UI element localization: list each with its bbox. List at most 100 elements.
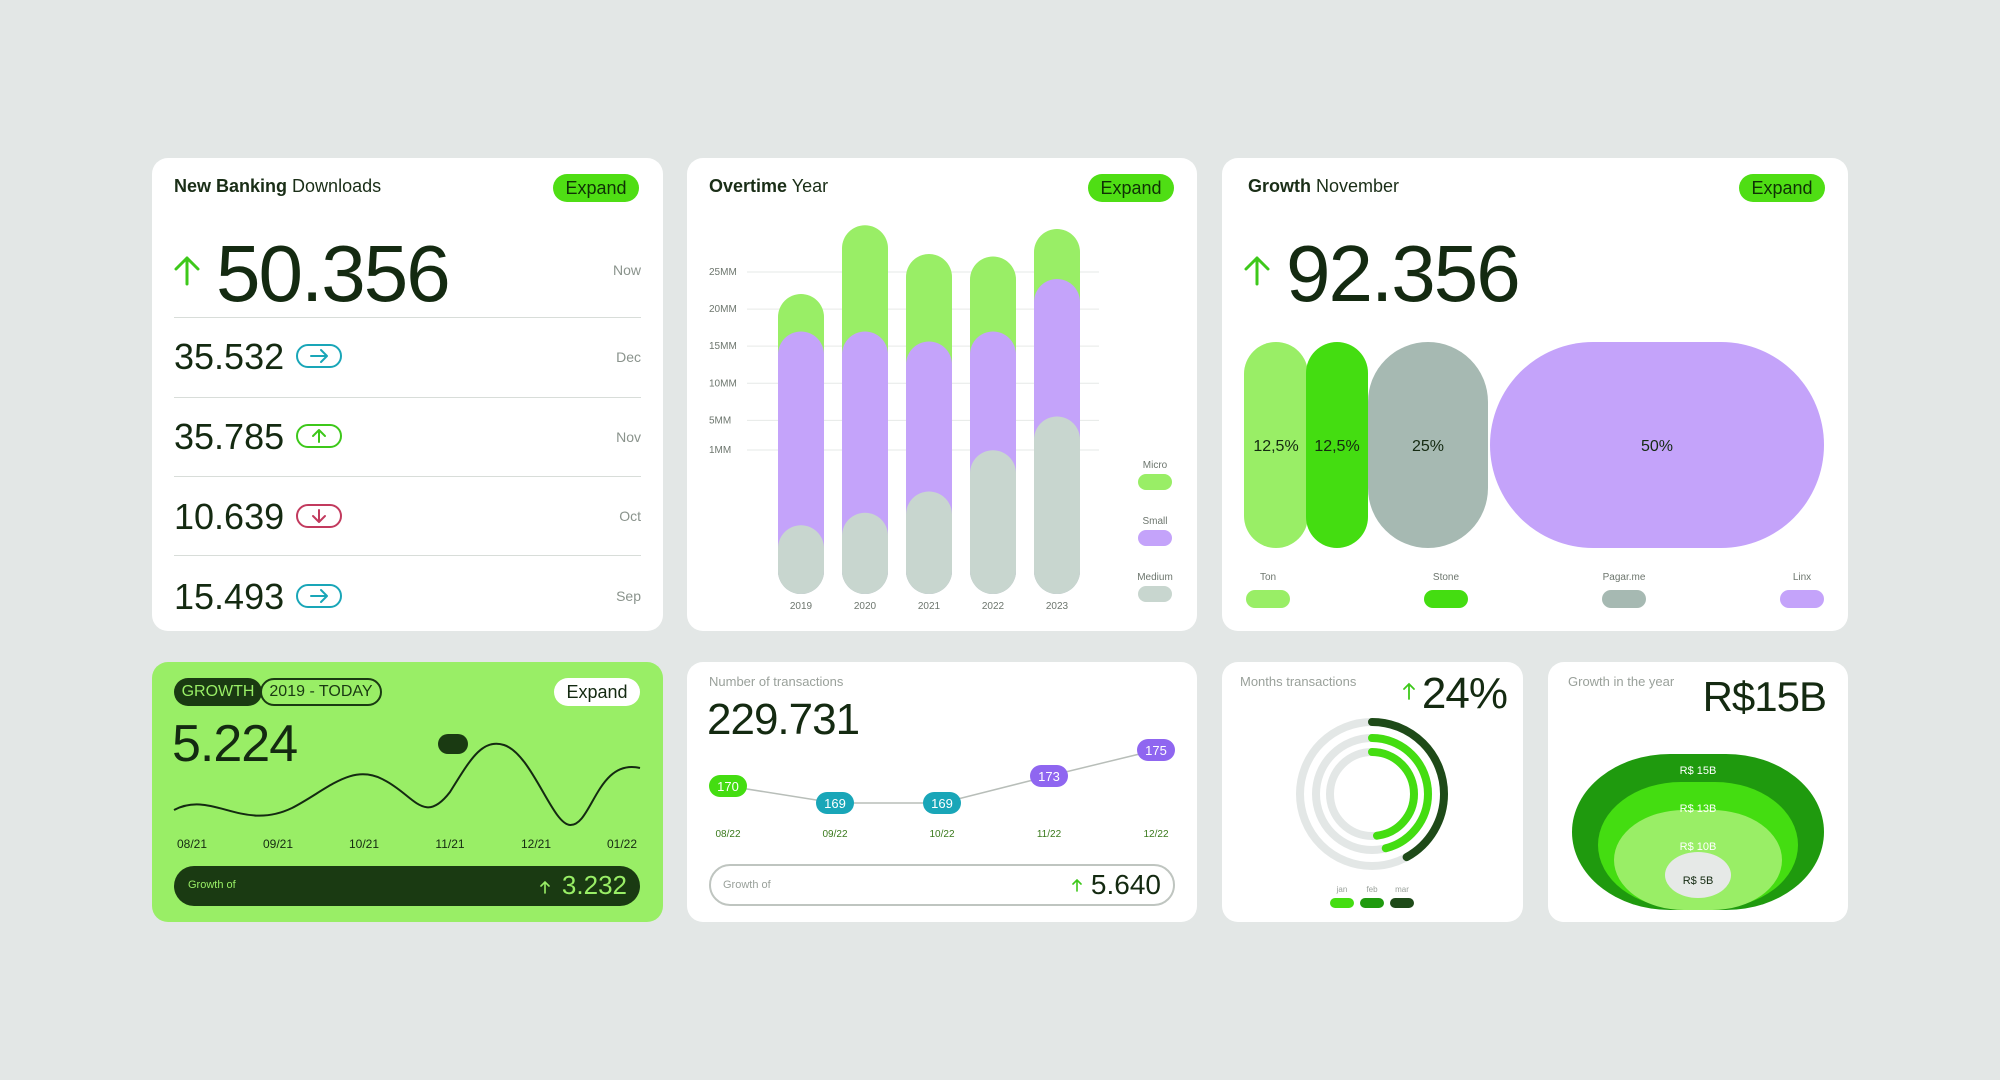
arrow-up-icon (540, 880, 550, 894)
legend-label: Stone (1433, 572, 1460, 583)
data-label: 175 (1145, 743, 1167, 758)
legend-swatch (1390, 898, 1414, 908)
legend-swatch (1138, 474, 1172, 490)
ring-progress (1296, 718, 1448, 870)
expand-button[interactable]: Expand (554, 678, 640, 706)
data-label: 173 (1038, 769, 1060, 784)
data-label: 169 (931, 796, 953, 811)
row-label: Oct (619, 508, 641, 524)
share-value-label: 12,5% (1253, 438, 1298, 455)
overtime-title-rest: Year (791, 176, 829, 196)
legend-label: Micro (1143, 460, 1168, 471)
transactions-line-chart: 170 08/22 169 09/22 169 10/22 173 11/22 175 12/22 (709, 739, 1175, 840)
months-card: Months transactions 24% jan feb mar (1222, 662, 1523, 922)
x-tick-label: 09/21 (263, 837, 293, 851)
legend-swatch (1602, 590, 1646, 608)
share-pill (1490, 342, 1824, 548)
data-point (709, 775, 747, 797)
downloads-main-label: Now (612, 262, 641, 278)
arrow-up-icon (1244, 256, 1270, 286)
growth-footer-value: 3.232 (561, 870, 627, 900)
x-tick-label: 11/21 (435, 837, 464, 851)
bottom-mask (1548, 912, 1848, 922)
value-shape (1665, 852, 1731, 898)
legend-label: Pagar.me (1603, 572, 1646, 583)
overtime-card: Overtime Year Expand 25MM 20MM 15MM 10MM 5MM… (687, 158, 1197, 631)
bar-segment-medium (842, 512, 888, 594)
legend-label: Linx (1793, 572, 1811, 583)
arrow-down-pill-icon[interactable] (296, 504, 342, 528)
row-value: 15.493 (174, 576, 285, 617)
divider (174, 397, 641, 398)
overtime-chart: 25MM 20MM 15MM 10MM 5MM 1MM 2019 2020 2021 2022 20… (709, 225, 1173, 612)
legend-label: Small (1142, 516, 1167, 527)
period-tag[interactable]: 2019 - TODAY (260, 678, 382, 706)
bar-segment-medium (778, 525, 824, 594)
legend-label: feb (1366, 885, 1378, 894)
value-label: R$ 15B (1680, 765, 1717, 777)
overtime-title-bold: Overtime (709, 176, 788, 196)
overtime-title: Overtime Year (709, 176, 828, 197)
legend-swatch (1360, 898, 1384, 908)
arrow-up-icon (174, 256, 200, 286)
legend-label: mar (1395, 885, 1409, 894)
growth-footer-label: Growth of (188, 879, 236, 891)
bar-segment-medium (1034, 416, 1080, 594)
x-tick-label: 2020 (854, 601, 877, 612)
legend-label: Ton (1260, 572, 1276, 583)
x-tick-label: 12/21 (521, 837, 551, 851)
x-tick-label: 11/22 (1037, 829, 1062, 840)
growth-line-chart: 08/21 09/21 10/21 11/21 12/21 01/22 (173, 734, 641, 851)
expand-button[interactable]: Expand (1088, 174, 1174, 202)
legend-swatch (1138, 530, 1172, 546)
downloads-card: New Banking Downloads Expand 50.356 Now … (152, 158, 663, 631)
year-value: R$15B (1702, 673, 1827, 720)
arrow-right-pill-icon[interactable] (296, 344, 342, 368)
value-label: R$ 5B (1683, 875, 1714, 887)
ring-progress (1312, 734, 1432, 854)
arrow-right-pill-icon[interactable] (296, 584, 342, 608)
share-pill (1306, 342, 1368, 548)
x-tick-label: 10/21 (349, 837, 379, 851)
x-tick-label: 01/22 (607, 837, 637, 851)
growth-nov-main-value: 92.356 (1286, 229, 1521, 318)
x-tick-label: 08/21 (177, 837, 207, 851)
data-point (1137, 739, 1175, 761)
divider (174, 555, 641, 556)
divider (174, 317, 641, 318)
transactions-title: Number of transactions (709, 674, 844, 689)
data-point (1030, 765, 1068, 787)
data-point (816, 792, 854, 814)
arrow-up-pill-icon[interactable] (296, 424, 342, 448)
months-ring-chart: jan feb mar (1296, 718, 1448, 908)
expand-button[interactable]: Expand (1739, 174, 1825, 202)
data-label: 169 (824, 796, 846, 811)
legend-swatch (1424, 590, 1468, 608)
growth-nov-title-rest: November (1316, 176, 1400, 196)
row-label: Nov (616, 429, 641, 445)
row-label: Dec (616, 349, 641, 365)
x-tick-label: 12/22 (1143, 829, 1168, 840)
transactions-card: Number of transactions 229.731 170 08/22 1… (687, 662, 1197, 922)
x-tick-label: 2023 (1046, 601, 1069, 612)
bar-segment-medium (970, 450, 1016, 594)
transactions-value: 229.731 (707, 695, 860, 744)
months-title: Months transactions (1240, 674, 1357, 689)
share-value-label: 25% (1412, 438, 1444, 455)
data-label: 170 (717, 779, 739, 794)
growth-tag[interactable]: GROWTH (174, 678, 262, 706)
growth-nov-title-bold: Growth (1248, 176, 1311, 196)
expand-button[interactable]: Expand (553, 174, 639, 202)
highlight-marker (438, 734, 468, 754)
months-value: 24% (1421, 669, 1508, 718)
x-tick-label: 08/22 (715, 829, 740, 840)
x-tick-label: 09/22 (822, 829, 847, 840)
share-pill (1244, 342, 1308, 548)
row-label: Sep (616, 588, 641, 604)
growth-nov-card: Growth November Expand 92.356 12,5% 12,5%… (1222, 158, 1848, 631)
legend-swatch (1780, 590, 1824, 608)
data-point (923, 792, 961, 814)
share-value-label: 12,5% (1314, 438, 1359, 455)
share-pill (1368, 342, 1488, 548)
x-tick-label: 2019 (790, 601, 813, 612)
